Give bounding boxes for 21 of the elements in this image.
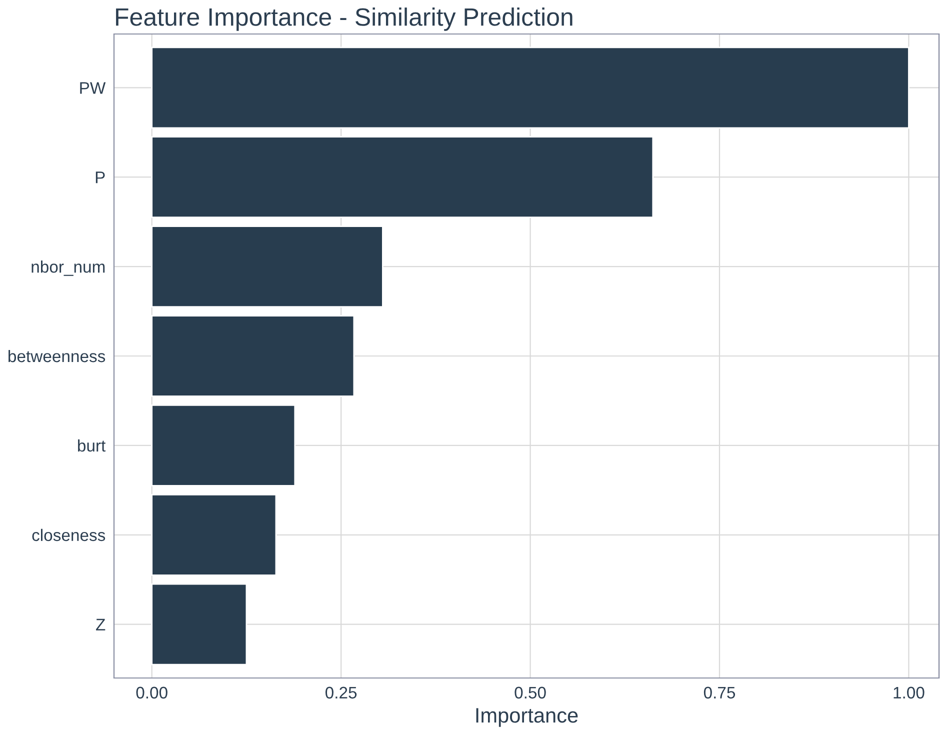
bar <box>151 136 654 218</box>
bar <box>151 315 355 397</box>
x-tick-label: 1.00 <box>894 686 924 699</box>
y-tick-label: closeness <box>32 528 106 542</box>
chart-title: Feature Importance - Similarity Prediction <box>116 8 572 31</box>
x-tick-label: 0.25 <box>326 686 357 699</box>
bar <box>151 46 910 129</box>
y-tick-label: Z <box>96 618 106 630</box>
x-axis-title: Importance <box>476 708 578 727</box>
y-tick-label: nbor_num <box>32 260 105 276</box>
bar <box>151 583 248 666</box>
y-tick-label: P <box>96 172 105 184</box>
y-tick-label: betweenness <box>8 350 106 362</box>
x-tick-label: 0.00 <box>136 686 168 699</box>
bar <box>151 226 384 308</box>
bar <box>151 404 296 486</box>
y-tick-label: burt <box>78 439 106 452</box>
y-tick-label: PW <box>80 82 106 94</box>
x-tick-label: 0.75 <box>704 686 736 699</box>
x-tick-label: 0.50 <box>514 686 546 699</box>
bar <box>151 494 277 576</box>
